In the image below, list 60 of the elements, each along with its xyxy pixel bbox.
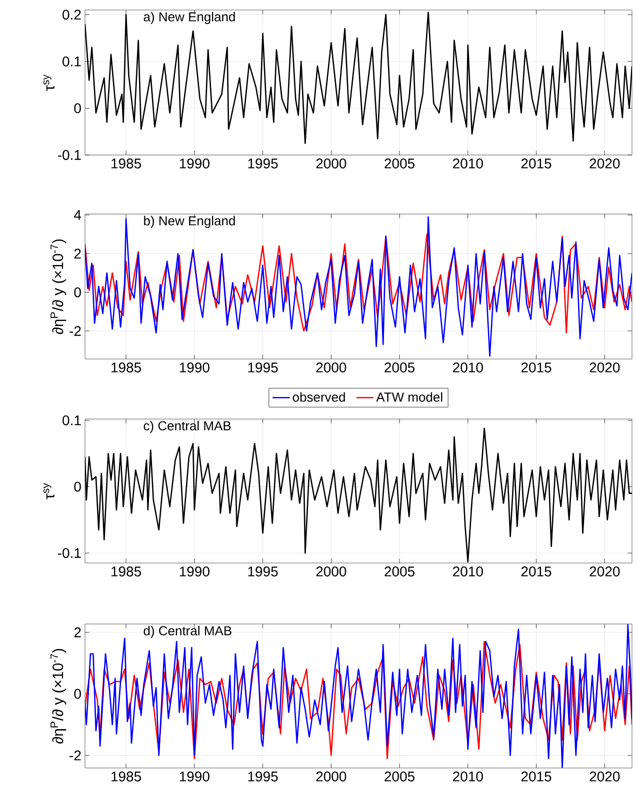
line-series <box>85 234 632 334</box>
y-tick-label: -0.1 <box>58 548 81 558</box>
y-tick-label: 0.2 <box>62 10 81 20</box>
y-axis-title: ∂η$^{P}$/∂ y (×10$^{-7}$) <box>50 239 66 334</box>
y-tick-label: 0 <box>74 482 81 492</box>
x-tick-label: 2015 <box>521 566 552 576</box>
x-tick-label: 2000 <box>316 566 346 576</box>
y-tick-label: 0.1 <box>62 56 81 66</box>
x-tick-label: 2010 <box>453 362 483 372</box>
x-tick-label: 2010 <box>453 566 483 576</box>
y-tick-label: 0 <box>74 688 81 699</box>
chart-title: c) Central MAB <box>144 420 231 433</box>
line-series <box>85 624 632 768</box>
x-tick-label: 1985 <box>112 566 141 576</box>
x-tick-label: 2005 <box>384 566 414 576</box>
x-tick-label: 2020 <box>590 362 620 372</box>
x-tick-label: 1990 <box>180 158 210 168</box>
x-tick-label: 2000 <box>316 772 346 782</box>
x-tick-label: 2010 <box>453 158 483 168</box>
y-tick-label: 4 <box>74 210 82 220</box>
x-tick-label: 2020 <box>590 566 620 576</box>
y-tick-label: -0.1 <box>58 150 81 160</box>
chart-title: a) New England <box>144 12 235 24</box>
x-tick-label: 1985 <box>112 158 141 168</box>
x-tick-label: 1990 <box>180 566 210 576</box>
y-axis-title: ∂η$^{P}$/∂ y (×10$^{-7}$) <box>50 648 66 744</box>
y-axis-title: τ$^{sy}$ <box>43 74 54 91</box>
legend-label: ATW model <box>376 392 442 402</box>
x-tick-label: 2000 <box>316 362 346 372</box>
y-tick-label: 2 <box>74 248 81 259</box>
x-tick-label: 2005 <box>384 772 414 782</box>
y-tick-label: -2 <box>70 326 81 336</box>
x-tick-label: 1985 <box>112 362 141 372</box>
x-tick-label: 1995 <box>248 158 278 168</box>
legend-label: observed <box>292 392 345 402</box>
x-tick-label: 2000 <box>316 158 346 168</box>
y-axis-title: τ$^{sy}$ <box>43 483 54 500</box>
x-tick-label: 2010 <box>453 772 483 782</box>
x-tick-label: 1990 <box>180 772 210 782</box>
x-tick-label: 1995 <box>248 566 278 576</box>
x-tick-label: 2015 <box>521 362 552 372</box>
x-tick-label: 2005 <box>384 158 414 168</box>
y-tick-label: 0.1 <box>62 415 81 426</box>
x-tick-label: 2020 <box>590 772 620 782</box>
x-tick-label: 2015 <box>521 772 552 782</box>
x-tick-label: 1990 <box>180 362 210 372</box>
x-tick-label: 1995 <box>248 772 278 782</box>
x-tick-label: 1995 <box>248 362 278 372</box>
x-tick-label: 2015 <box>521 158 552 168</box>
x-tick-label: 2005 <box>384 362 414 372</box>
y-tick-label: 0 <box>74 103 81 114</box>
chart-title: b) New England <box>144 216 235 228</box>
x-tick-label: 2020 <box>590 158 620 168</box>
y-tick-label: 0 <box>74 287 81 298</box>
y-tick-label: -2 <box>70 750 81 760</box>
y-tick-label: 2 <box>74 627 81 638</box>
x-tick-label: 1985 <box>112 772 141 782</box>
chart-title: d) Central MAB <box>144 626 232 638</box>
line-series <box>85 640 632 760</box>
line-series <box>85 216 632 357</box>
